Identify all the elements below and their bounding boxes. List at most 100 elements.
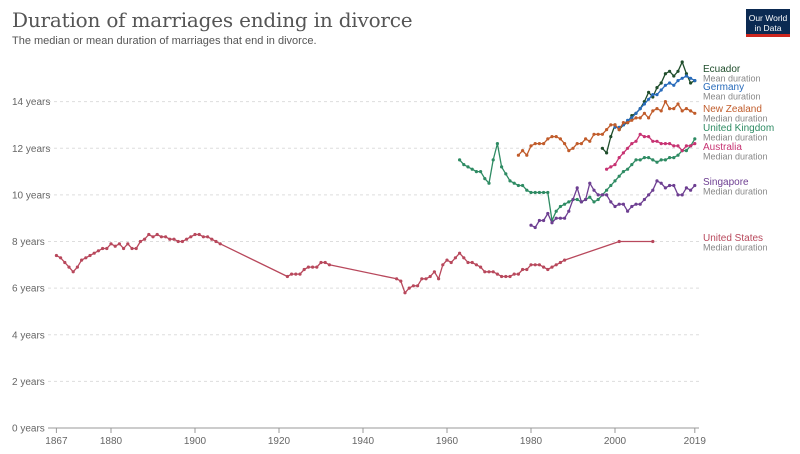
data-point (676, 144, 680, 148)
data-point (180, 239, 184, 244)
series-united-states[interactable] (54, 232, 655, 295)
data-point (680, 60, 684, 64)
series-lines (54, 60, 697, 295)
series-new-zealand[interactable] (516, 100, 697, 157)
data-point (600, 146, 605, 150)
data-point (634, 158, 638, 162)
data-point (491, 158, 495, 162)
data-point (567, 149, 571, 153)
series-line-united-states (56, 233, 653, 294)
data-point (495, 272, 499, 276)
data-point (680, 76, 684, 80)
data-point (504, 172, 508, 176)
data-point (411, 284, 415, 288)
data-point (462, 256, 466, 260)
data-point (453, 256, 457, 260)
data-point (693, 79, 697, 83)
data-point (588, 195, 592, 199)
data-point (546, 267, 550, 272)
data-point (613, 123, 617, 127)
data-point (558, 216, 563, 220)
data-point (676, 69, 680, 73)
series-measure: Median duration (703, 114, 768, 124)
data-point (542, 190, 546, 195)
data-point (605, 193, 609, 197)
data-point (122, 246, 126, 251)
data-point (298, 272, 302, 276)
series-united-kingdom[interactable] (458, 137, 697, 223)
series-measure: Median duration (703, 243, 768, 253)
data-point (554, 216, 558, 220)
data-point (151, 235, 155, 239)
data-point (558, 137, 563, 141)
data-point (491, 270, 495, 274)
x-tick-label: 1920 (268, 436, 291, 447)
data-point (689, 109, 693, 113)
data-point (655, 179, 659, 183)
data-point (651, 158, 655, 162)
series-name: Ecuador (703, 64, 741, 75)
data-point (605, 167, 609, 171)
series-singapore[interactable] (529, 179, 697, 230)
data-point (495, 142, 499, 146)
data-point (596, 193, 600, 197)
data-point (672, 83, 676, 87)
data-point (571, 197, 575, 202)
data-point (521, 183, 525, 188)
data-point (487, 181, 491, 185)
data-point (668, 142, 672, 146)
data-point (613, 179, 617, 183)
data-point (567, 200, 571, 204)
series-name: United Kingdom (703, 123, 774, 134)
data-point (474, 170, 478, 174)
data-point (445, 258, 449, 262)
owid-logo[interactable]: Our World in Data (746, 9, 790, 37)
series-measure: Mean duration (703, 92, 761, 102)
y-tick-label: 2 years (12, 377, 45, 388)
data-point (479, 170, 483, 174)
series-australia[interactable] (605, 132, 697, 171)
data-point (306, 265, 310, 269)
data-point (579, 200, 584, 204)
series-germany[interactable] (613, 74, 697, 129)
data-point (672, 107, 676, 111)
data-point (550, 221, 554, 225)
data-point (550, 135, 554, 139)
data-point (630, 204, 634, 209)
data-point (554, 209, 558, 213)
data-point (537, 263, 542, 267)
data-point (626, 209, 630, 213)
data-point (609, 200, 613, 204)
data-point (168, 237, 172, 241)
data-point (651, 93, 655, 97)
data-point (508, 274, 512, 279)
data-point (689, 76, 693, 80)
data-point (626, 167, 630, 171)
data-point (138, 239, 142, 244)
data-point (592, 132, 596, 136)
logo-line-1: Our World (748, 13, 788, 23)
data-point (462, 163, 466, 167)
data-point (680, 193, 684, 197)
data-point (668, 107, 672, 111)
data-point (663, 100, 668, 104)
data-point (659, 158, 663, 162)
data-point (672, 183, 676, 188)
data-point (101, 246, 105, 251)
series-ecuador[interactable] (600, 60, 697, 155)
data-point (663, 142, 668, 146)
data-point (689, 81, 693, 85)
data-point (420, 277, 424, 281)
data-point (105, 246, 109, 251)
data-point (521, 149, 525, 153)
data-point (159, 235, 163, 239)
data-point (546, 211, 550, 216)
